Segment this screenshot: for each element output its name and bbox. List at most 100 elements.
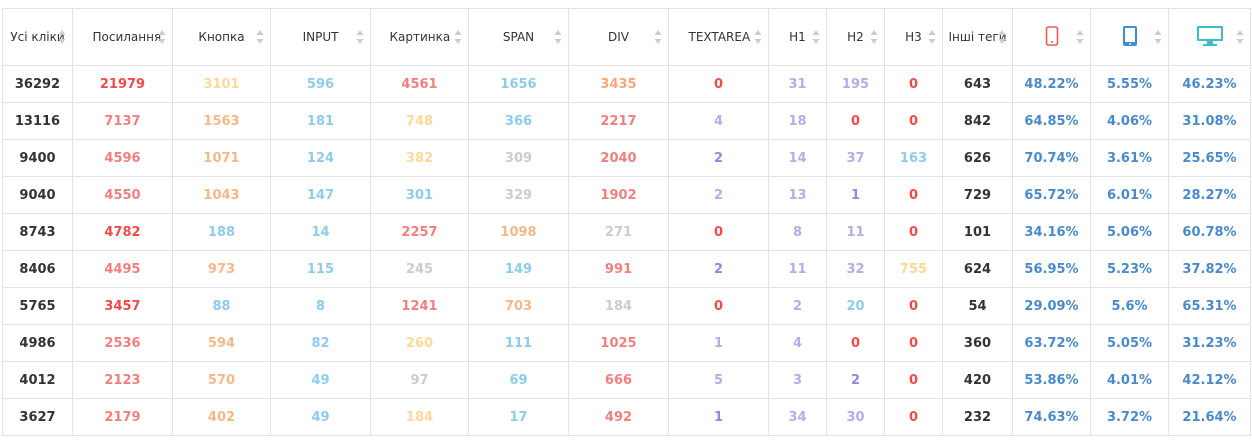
table-cell: 11 — [768, 250, 827, 288]
column-header[interactable]: INPUT — [270, 8, 371, 66]
sort-icon[interactable] — [1154, 29, 1162, 45]
table-cell: 1043 — [172, 176, 271, 214]
table-cell: 181 — [270, 102, 371, 140]
table-cell: 1071 — [172, 139, 271, 177]
table-cell: 666 — [568, 361, 669, 399]
table-cell: 2257 — [370, 213, 469, 251]
sort-icon[interactable] — [654, 29, 662, 45]
column-header[interactable]: TEXTAREA — [668, 8, 769, 66]
table-cell: 2040 — [568, 139, 669, 177]
column-header[interactable]: Усі кліки — [2, 8, 73, 66]
table-cell: 0 — [884, 176, 943, 214]
sort-icon[interactable] — [454, 29, 462, 45]
column-header[interactable]: Кнопка — [172, 8, 271, 66]
table-cell: 28.27% — [1168, 176, 1251, 214]
tablet-icon — [1122, 25, 1137, 46]
table-cell: 329 — [468, 176, 569, 214]
table-cell: 30 — [826, 398, 885, 436]
sort-icon[interactable] — [356, 29, 364, 45]
column-header[interactable]: H3 — [884, 8, 943, 66]
column-header[interactable]: DIV — [568, 8, 669, 66]
table-cell: 492 — [568, 398, 669, 436]
header-label: Кнопка — [198, 30, 245, 44]
table-cell: 0 — [668, 287, 769, 325]
table-cell: 184 — [568, 287, 669, 325]
table-cell: 8 — [270, 287, 371, 325]
sort-icon[interactable] — [158, 29, 166, 45]
sort-icon[interactable] — [998, 29, 1006, 45]
table-cell: 1 — [668, 324, 769, 362]
table-row: 36292 21979 3101 596 4561 1656 3435 0 31 195 0 643 4… — [2, 65, 1251, 103]
sort-icon[interactable] — [1236, 29, 1244, 45]
table-cell: 7137 — [72, 102, 173, 140]
header-label: SPAN — [502, 30, 535, 44]
table-cell: 34.16% — [1012, 213, 1091, 251]
column-header[interactable]: H1 — [768, 8, 827, 66]
sort-icon[interactable] — [870, 29, 878, 45]
table-cell: 18 — [768, 102, 827, 140]
sort-icon[interactable] — [754, 29, 762, 45]
table-cell: 2123 — [72, 361, 173, 399]
table-cell: 111 — [468, 324, 569, 362]
table-cell: 115 — [270, 250, 371, 288]
table-cell: 3.61% — [1090, 139, 1169, 177]
table-cell: 42.12% — [1168, 361, 1251, 399]
sort-icon[interactable] — [928, 29, 936, 45]
sort-icon[interactable] — [554, 29, 562, 45]
table-cell: 1 — [668, 398, 769, 436]
column-header[interactable]: Інші теги — [942, 8, 1013, 66]
table-cell: 973 — [172, 250, 271, 288]
table-cell: 0 — [884, 65, 943, 103]
table-cell: 232 — [942, 398, 1013, 436]
table-cell: 594 — [172, 324, 271, 362]
table-cell: 64.85% — [1012, 102, 1091, 140]
table-cell: 3457 — [72, 287, 173, 325]
header-label: Усі кліки — [10, 30, 65, 44]
sort-icon[interactable] — [58, 29, 66, 45]
table-cell: 4561 — [370, 65, 469, 103]
table-cell: 184 — [370, 398, 469, 436]
table-cell: 1902 — [568, 176, 669, 214]
table-cell: 147 — [270, 176, 371, 214]
table-cell: 5765 — [2, 287, 73, 325]
table-cell: 70.74% — [1012, 139, 1091, 177]
table-cell: 729 — [942, 176, 1013, 214]
table-row: 9400 4596 1071 124 382 309 2040 2 14 37 163 626 70.7… — [2, 139, 1251, 177]
table-cell: 301 — [370, 176, 469, 214]
table-cell: 0 — [826, 102, 885, 140]
sort-icon[interactable] — [256, 29, 264, 45]
sort-icon[interactable] — [812, 29, 820, 45]
sort-icon[interactable] — [1076, 29, 1084, 45]
table-cell: 101 — [942, 213, 1013, 251]
table-cell: 8743 — [2, 213, 73, 251]
column-header[interactable]: Посилання — [72, 8, 173, 66]
column-header[interactable]: SPAN — [468, 8, 569, 66]
device-header[interactable] — [1012, 8, 1091, 66]
table-cell: 188 — [172, 213, 271, 251]
table-cell: 29.09% — [1012, 287, 1091, 325]
column-header[interactable]: Картинка — [370, 8, 469, 66]
table-cell: 8 — [768, 213, 827, 251]
table-cell: 1098 — [468, 213, 569, 251]
table-cell: 32 — [826, 250, 885, 288]
table-cell: 36292 — [2, 65, 73, 103]
device-header[interactable] — [1090, 8, 1169, 66]
table-cell: 48.22% — [1012, 65, 1091, 103]
device-header[interactable] — [1168, 8, 1251, 66]
table-cell: 60.78% — [1168, 213, 1251, 251]
table-cell: 63.72% — [1012, 324, 1091, 362]
table-cell: 2179 — [72, 398, 173, 436]
table-cell: 4.01% — [1090, 361, 1169, 399]
table-cell: 17 — [468, 398, 569, 436]
table-cell: 2 — [668, 139, 769, 177]
table-cell: 20 — [826, 287, 885, 325]
table-cell: 6.01% — [1090, 176, 1169, 214]
table-row: 9040 4550 1043 147 301 329 1902 2 13 1 0 729 65.72% 6… — [2, 176, 1251, 214]
column-header[interactable]: H2 — [826, 8, 885, 66]
stats-table: Усі кліки Посилання Кнопка INPUT Картинка SPA… — [2, 8, 1251, 436]
table-cell: 0 — [884, 324, 943, 362]
header-label: INPUT — [302, 30, 339, 44]
table-row: 8743 4782 188 14 2257 1098 271 0 8 11 0 101 34.16% 5.… — [2, 213, 1251, 251]
table-cell: 2 — [668, 250, 769, 288]
table-cell: 4.06% — [1090, 102, 1169, 140]
